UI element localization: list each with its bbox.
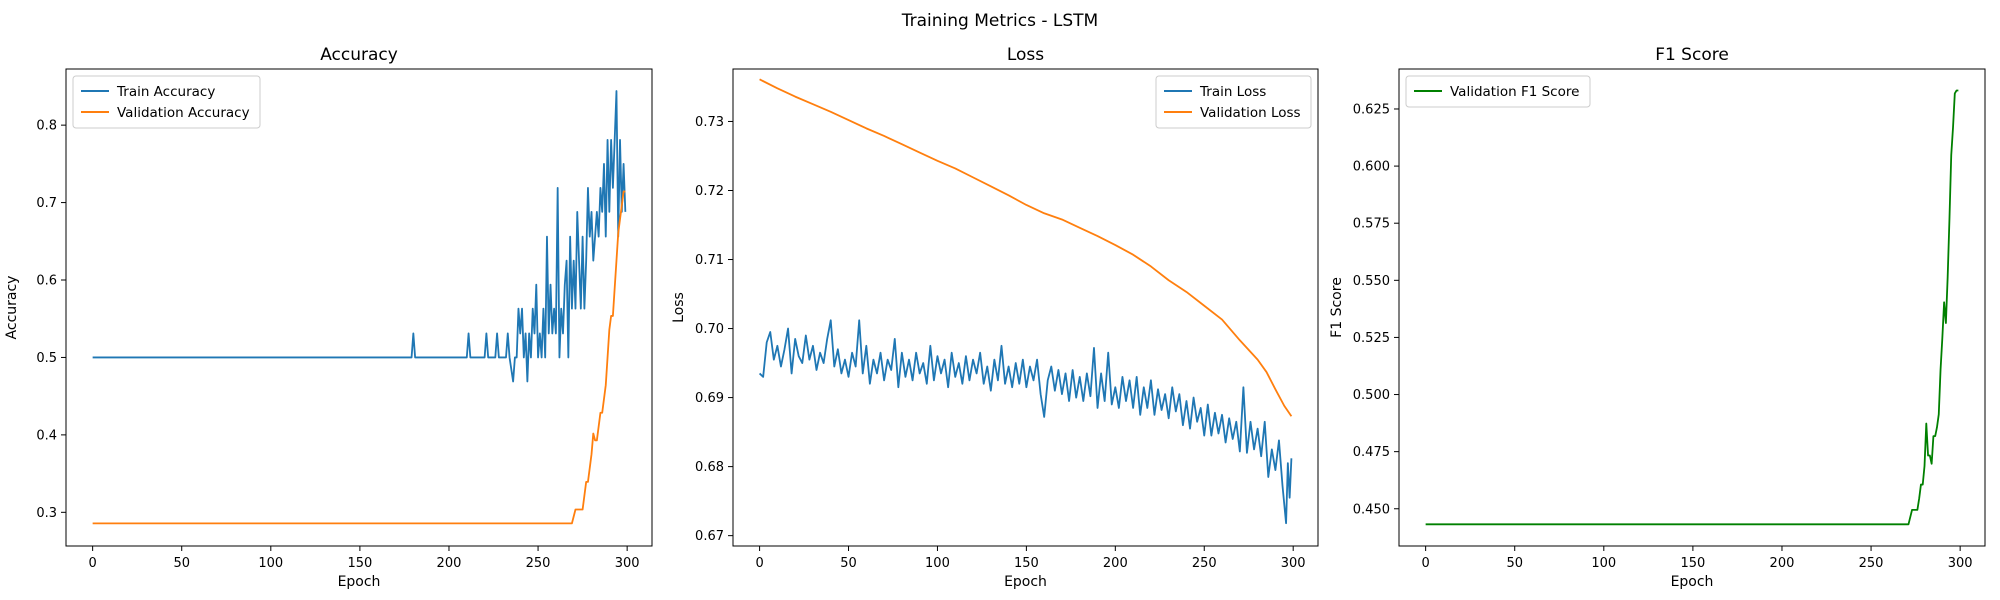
y-tick-label: 0.5	[36, 351, 57, 366]
x-tick-label: 300	[1281, 556, 1306, 571]
y-tick-label: 0.575	[1353, 217, 1390, 232]
legend-label: Validation Accuracy	[117, 105, 250, 121]
x-tick-label: 100	[1591, 556, 1616, 571]
f1-score-x-axis-label: Epoch	[1671, 574, 1714, 590]
x-tick-label: 100	[925, 556, 950, 571]
validation-accuracy-line	[92, 190, 626, 525]
y-tick-label: 0.7	[36, 196, 57, 211]
loss-axes-frame	[732, 68, 1319, 547]
legend-label: Validation Loss	[1200, 105, 1301, 121]
f1-score-y-axis-label: F1 Score	[1329, 277, 1345, 338]
y-tick-label: 0.550	[1353, 274, 1390, 289]
figure-title: Training Metrics - LSTM	[901, 11, 1098, 31]
y-tick-label: 0.6	[36, 274, 57, 289]
y-tick-label: 0.600	[1353, 160, 1390, 175]
accuracy-title: Accuracy	[320, 45, 398, 65]
y-tick-label: 0.450	[1353, 502, 1390, 517]
legend-label: Validation F1 Score	[1450, 84, 1579, 100]
x-tick-label: 50	[1506, 556, 1523, 571]
x-tick-label: 250	[526, 556, 551, 571]
x-tick-label: 0	[755, 556, 763, 571]
f1-score-title: F1 Score	[1655, 45, 1729, 65]
f1-score-axes-frame	[1398, 68, 1986, 547]
train-loss-line	[758, 319, 1293, 525]
x-tick-label: 100	[258, 556, 283, 571]
y-tick-label: 0.71	[695, 253, 724, 268]
accuracy-panel: Accuracy 0 50 100 150 200 250 300 0.3 0.4 0.5 0.6 0.…	[4, 45, 653, 590]
y-tick-label: 0.73	[695, 115, 724, 130]
f1-score-legend: Validation F1 Score	[1405, 75, 1591, 108]
loss-title: Loss	[1007, 45, 1044, 65]
x-tick-label: 0	[1421, 556, 1429, 571]
y-tick-label: 0.500	[1353, 388, 1390, 403]
x-tick-label: 300	[615, 556, 640, 571]
validation-f1-score-line	[1425, 89, 1959, 526]
x-tick-label: 50	[173, 556, 190, 571]
y-tick-label: 0.3	[36, 506, 57, 521]
loss-y-axis-label: Loss	[671, 292, 687, 323]
y-tick-label: 0.4	[36, 428, 57, 443]
y-tick-label: 0.625	[1353, 102, 1390, 117]
legend-label: Train Loss	[1199, 84, 1266, 100]
x-tick-label: 250	[1859, 556, 1884, 571]
x-tick-label: 200	[1770, 556, 1795, 571]
legend-box	[72, 75, 261, 129]
y-tick-label: 0.8	[36, 119, 57, 134]
x-tick-label: 200	[437, 556, 462, 571]
y-tick-label: 0.69	[695, 391, 724, 406]
x-tick-label: 250	[1192, 556, 1217, 571]
loss-legend: Train Loss Validation Loss	[1155, 75, 1312, 129]
legend-box	[1155, 75, 1312, 129]
y-tick-label: 0.72	[695, 184, 724, 199]
x-tick-label: 50	[840, 556, 857, 571]
accuracy-axes-frame	[65, 68, 653, 547]
loss-x-axis-label: Epoch	[1004, 574, 1047, 590]
loss-panel: Loss 0 50 100 150 200 250 300 0.67 0.68 0.69 0.70 0.…	[671, 45, 1319, 590]
accuracy-y-axis-label: Accuracy	[4, 276, 20, 340]
y-tick-label: 0.70	[695, 322, 724, 337]
x-tick-label: 150	[347, 556, 372, 571]
legend-box	[1405, 75, 1591, 108]
legend-label: Train Accuracy	[116, 84, 215, 100]
train-accuracy-line	[92, 90, 627, 383]
f1-score-panel: F1 Score 0 50 100 150 200 250 300 0.450 0.475 0.50…	[1329, 45, 1986, 590]
x-tick-label: 150	[1680, 556, 1705, 571]
y-tick-label: 0.475	[1353, 445, 1390, 460]
x-tick-label: 200	[1103, 556, 1128, 571]
accuracy-x-axis-label: Epoch	[338, 574, 381, 590]
validation-loss-line	[759, 78, 1293, 417]
y-tick-label: 0.68	[695, 460, 724, 475]
y-tick-label: 0.67	[695, 529, 724, 544]
x-tick-label: 0	[88, 556, 96, 571]
x-tick-label: 300	[1948, 556, 1973, 571]
x-tick-label: 150	[1014, 556, 1039, 571]
y-tick-label: 0.525	[1353, 331, 1390, 346]
accuracy-legend: Train Accuracy Validation Accuracy	[72, 75, 261, 129]
